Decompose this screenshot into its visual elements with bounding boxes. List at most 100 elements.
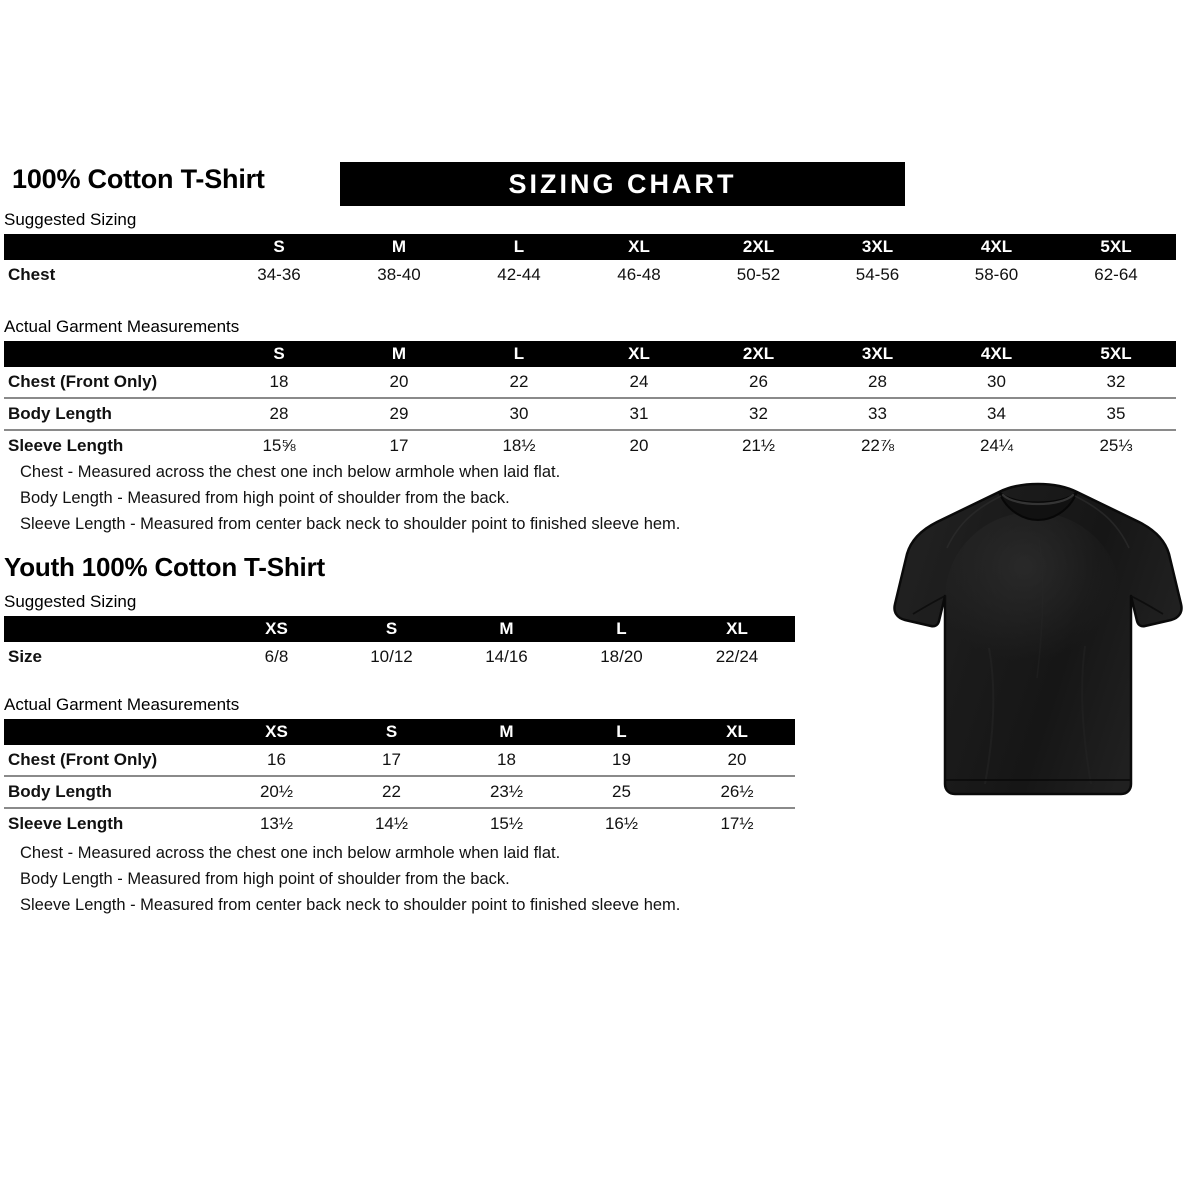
row-divider bbox=[4, 807, 795, 809]
note-chest: Chest - Measured across the chest one in… bbox=[20, 844, 561, 862]
cell-body-length-m: 23½ bbox=[489, 782, 524, 801]
cell-size-m: 14/16 bbox=[485, 647, 528, 666]
tshirt-icon bbox=[893, 482, 1183, 796]
youth-suggested-sizing-label: Suggested Sizing bbox=[4, 592, 137, 611]
table-row: Size 6/8 10/12 14/16 18/20 22/24 bbox=[4, 642, 795, 672]
youth-section-title: Youth 100% Cotton T-Shirt bbox=[4, 552, 325, 582]
cell-chest-5xl: 62-64 bbox=[1094, 265, 1138, 284]
column-header-xl: XL bbox=[726, 722, 748, 741]
row-label-chest: Chest bbox=[8, 265, 56, 284]
row-label-size: Size bbox=[8, 647, 43, 666]
table-header-row: S M L XL 2XL 3XL 4XL 5XL bbox=[4, 234, 1176, 260]
row-label-sleeve-length: Sleeve Length bbox=[8, 436, 124, 455]
column-header-xs: XS bbox=[265, 619, 288, 638]
table-header-row: XS S M L XL bbox=[4, 616, 795, 642]
cell-sleeve-length-s: 14½ bbox=[374, 814, 409, 833]
row-label-body-length: Body Length bbox=[8, 782, 112, 801]
youth-actual-measurements-table: XS S M L XL Chest (Front Only) 16 17 18 … bbox=[4, 719, 795, 839]
cell-sleeve-length-s: 15⅝ bbox=[262, 436, 296, 455]
sizing-chart-banner: SIZING CHART bbox=[340, 162, 905, 206]
cell-sleeve-length-5xl: 25⅓ bbox=[1099, 436, 1133, 455]
cell-body-length-5xl: 35 bbox=[1106, 404, 1126, 423]
table-row: Chest (Front Only) 18 20 22 24 26 28 30 … bbox=[4, 367, 1176, 397]
table-row: Sleeve Length 13½ 14½ 15½ 16½ 17½ bbox=[4, 809, 795, 839]
cell-sleeve-length-xl: 17½ bbox=[720, 814, 754, 833]
cell-body-length-4xl: 34 bbox=[987, 404, 1006, 423]
cell-chest-xs: 16 bbox=[267, 750, 286, 769]
cell-chest-2xl: 50-52 bbox=[736, 265, 781, 284]
column-header-xl: XL bbox=[628, 344, 650, 363]
column-header-xs: XS bbox=[265, 722, 288, 741]
row-label-chest-front-only: Chest (Front Only) bbox=[8, 750, 158, 769]
cell-chest-l: 42-44 bbox=[497, 265, 541, 284]
column-header-m: M bbox=[499, 722, 514, 741]
cell-chest-xl: 24 bbox=[629, 372, 649, 391]
cell-sleeve-length-3xl: 22⅞ bbox=[860, 436, 895, 455]
cell-sleeve-length-m: 15½ bbox=[489, 814, 524, 833]
cell-body-length-s: 28 bbox=[269, 404, 289, 423]
column-header-label bbox=[4, 341, 219, 367]
cell-chest-s: 18 bbox=[269, 372, 289, 391]
note-body-length: Body Length - Measured from high point o… bbox=[20, 489, 510, 507]
note-sleeve-length: Sleeve Length - Measured from center bac… bbox=[20, 515, 681, 533]
cell-body-length-s: 22 bbox=[382, 782, 401, 801]
column-header-5xl: 5XL bbox=[1100, 344, 1132, 363]
adult-actual-measurements-label: Actual Garment Measurements bbox=[4, 317, 240, 336]
note-body-length: Body Length - Measured from high point o… bbox=[20, 870, 510, 888]
column-header-l: L bbox=[513, 344, 525, 363]
cell-chest-m: 20 bbox=[389, 372, 409, 391]
cell-chest-l: 19 bbox=[612, 750, 631, 769]
cell-size-xs: 6/8 bbox=[264, 647, 289, 666]
table-header-row: XS S M L XL bbox=[4, 719, 795, 745]
column-header-4xl: 4XL bbox=[980, 237, 1013, 256]
cell-body-length-2xl: 32 bbox=[749, 404, 768, 423]
banner-title: SIZING CHART bbox=[508, 169, 737, 199]
youth-measurement-notes: Chest - Measured across the chest one in… bbox=[20, 840, 680, 918]
row-label-body-length: Body Length bbox=[8, 404, 112, 423]
column-header-m: M bbox=[499, 619, 514, 638]
column-header-4xl: 4XL bbox=[980, 344, 1013, 363]
cell-body-length-xl: 31 bbox=[629, 404, 649, 423]
column-header-m: M bbox=[391, 344, 407, 363]
cell-sleeve-length-4xl: 24¼ bbox=[979, 436, 1014, 455]
column-header-l: L bbox=[616, 619, 627, 638]
table-row: Sleeve Length 15⅝ 17 18½ 20 21½ 22⅞ 24¼ … bbox=[4, 431, 1176, 461]
adult-suggested-sizing-table: S M L XL 2XL 3XL 4XL 5XL Chest 34-36 38-… bbox=[4, 234, 1176, 290]
column-header-3xl: 3XL bbox=[861, 237, 894, 256]
cell-chest-xl: 46-48 bbox=[617, 265, 661, 284]
column-header-2xl: 2XL bbox=[742, 237, 775, 256]
cell-chest-3xl: 54-56 bbox=[855, 265, 900, 284]
row-divider bbox=[4, 429, 1176, 431]
column-header-s: S bbox=[385, 619, 398, 638]
black-tshirt-image bbox=[893, 478, 1183, 808]
cell-size-xl: 22/24 bbox=[715, 647, 759, 666]
cell-chest-3xl: 28 bbox=[868, 372, 887, 391]
note-sleeve-length: Sleeve Length - Measured from center bac… bbox=[20, 896, 681, 914]
column-header-label bbox=[4, 234, 219, 260]
adult-measurement-notes: Chest - Measured across the chest one in… bbox=[20, 459, 680, 537]
table-row: Chest 34-36 38-40 42-44 46-48 50-52 54-5… bbox=[4, 260, 1176, 290]
youth-suggested-sizing-table: XS S M L XL Size 6/8 10/12 14/16 18/20 2… bbox=[4, 616, 795, 672]
cell-body-length-m: 29 bbox=[389, 404, 409, 423]
column-header-label bbox=[4, 616, 219, 642]
table-row: Body Length 28 29 30 31 32 33 34 35 bbox=[4, 399, 1176, 429]
cell-size-s: 10/12 bbox=[370, 647, 413, 666]
cell-body-length-xs: 20½ bbox=[259, 782, 294, 801]
column-header-xl: XL bbox=[628, 237, 650, 256]
table-header-row: S M L XL 2XL 3XL 4XL 5XL bbox=[4, 341, 1176, 367]
column-header-5xl: 5XL bbox=[1100, 237, 1132, 256]
column-header-m: M bbox=[391, 237, 407, 256]
cell-sleeve-length-xl: 20 bbox=[629, 436, 649, 455]
youth-actual-measurements-label: Actual Garment Measurements bbox=[4, 695, 240, 714]
cell-chest-4xl: 30 bbox=[987, 372, 1006, 391]
cell-chest-s: 34-36 bbox=[257, 265, 301, 284]
cell-body-length-l: 25 bbox=[612, 782, 631, 801]
page-title: 100% Cotton T-Shirt bbox=[12, 164, 265, 194]
table-row: Body Length 20½ 22 23½ 25 26½ bbox=[4, 777, 795, 807]
row-divider bbox=[4, 397, 1176, 399]
cell-body-length-l: 30 bbox=[509, 404, 529, 423]
column-header-s: S bbox=[273, 237, 285, 256]
row-divider bbox=[4, 775, 795, 777]
cell-size-l: 18/20 bbox=[600, 647, 643, 666]
cell-chest-l: 22 bbox=[509, 372, 529, 391]
